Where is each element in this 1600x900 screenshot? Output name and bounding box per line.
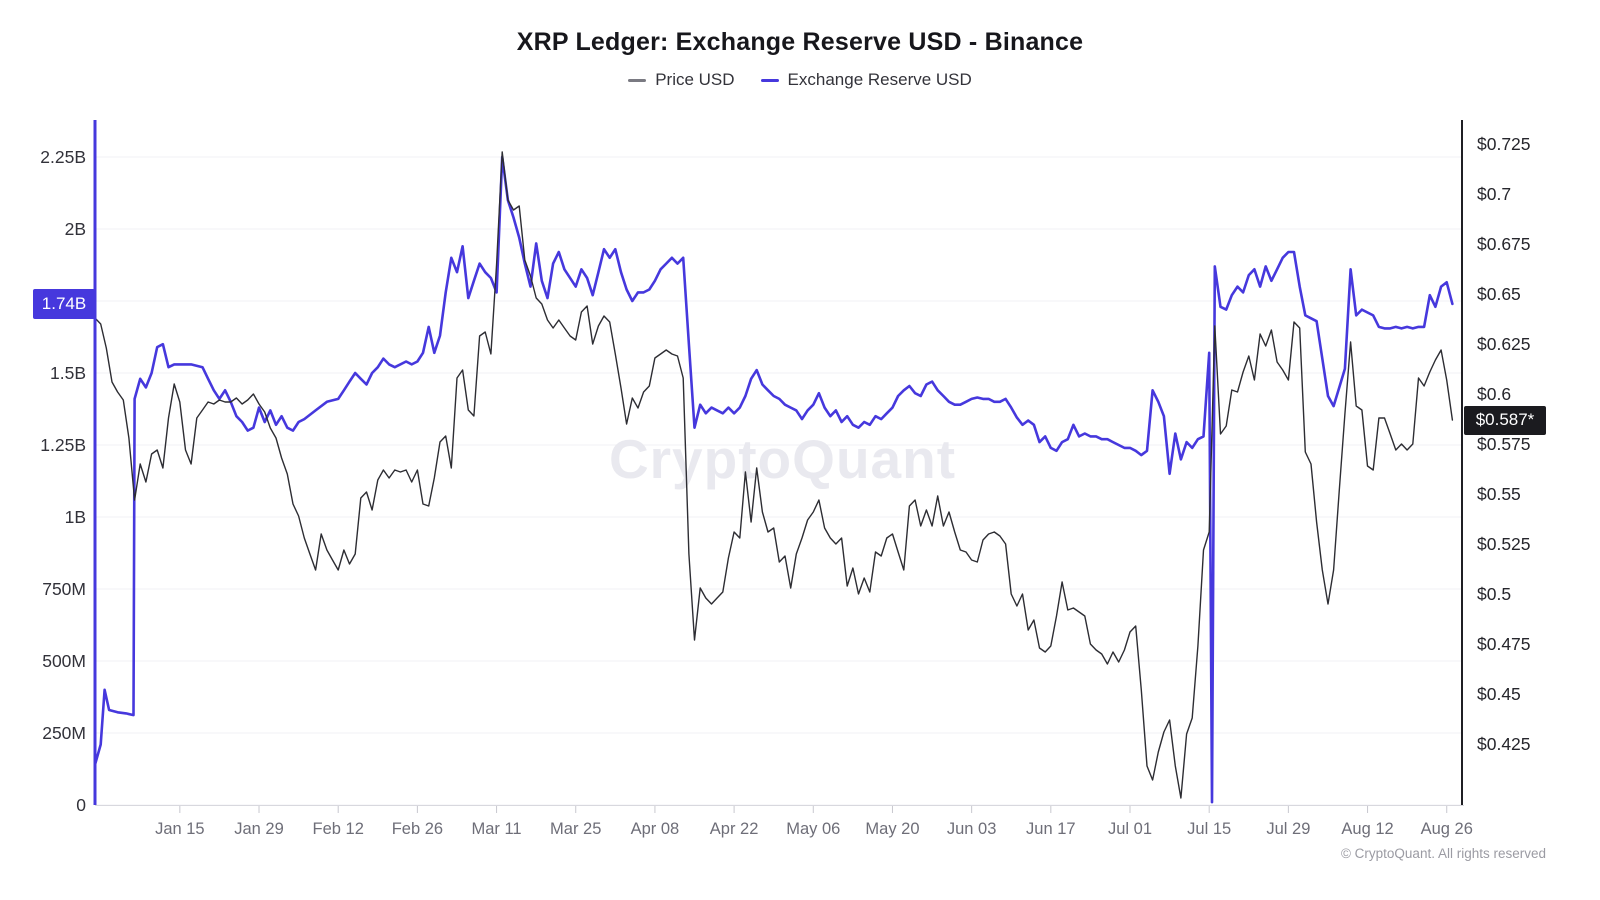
- x-tick-label: Jan 29: [234, 820, 284, 838]
- legend-item-reserve[interactable]: Exchange Reserve USD: [760, 70, 972, 90]
- right-tick-label: $0.7: [1477, 184, 1511, 204]
- legend-label-reserve: Exchange Reserve USD: [787, 70, 972, 89]
- price-current-value-badge: $0.587*: [1464, 405, 1546, 435]
- right-tick-label: $0.65: [1477, 284, 1521, 304]
- price-line-dash-icon: [628, 78, 647, 82]
- x-tick-label: May 06: [786, 820, 840, 838]
- legend-label-price: Price USD: [655, 70, 735, 89]
- x-tick-label: Apr 08: [631, 820, 680, 838]
- x-tick-label: Aug 12: [1341, 820, 1393, 838]
- x-tick-label: Mar 25: [550, 820, 601, 838]
- right-tick-label: $0.675: [1477, 234, 1531, 254]
- x-tick-label: Jul 01: [1108, 820, 1152, 838]
- right-tick-label: $0.55: [1477, 484, 1521, 504]
- x-tick-label: Feb 12: [313, 820, 364, 838]
- left-tick-label: 750M: [42, 579, 86, 599]
- x-tick-label: Jul 29: [1266, 820, 1310, 838]
- reserve-line: [95, 155, 1454, 804]
- left-tick-label: 500M: [42, 651, 86, 671]
- reserve-line-dash-icon: [760, 78, 779, 82]
- chart-legend: Price USD Exchange Reserve USD: [0, 70, 1600, 90]
- x-tick-label: Jul 15: [1187, 820, 1231, 838]
- right-tick-label: $0.525: [1477, 534, 1531, 554]
- right-tick-label: $0.6: [1477, 384, 1511, 404]
- x-tick-label: Apr 22: [710, 820, 759, 838]
- x-tick-label: Jun 03: [947, 820, 997, 838]
- watermark: CryptoQuant: [609, 428, 956, 490]
- x-axis: Jan 15 Jan 29 Feb 12 Feb 26 Mar 11 Mar 25 Apr …: [155, 806, 1473, 838]
- right-tick-label: $0.725: [1477, 134, 1531, 154]
- x-tick-label: Aug 26: [1421, 820, 1473, 838]
- copyright-notice: © CryptoQuant. All rights reserved: [1340, 846, 1546, 861]
- right-tick-label: $0.575: [1477, 434, 1531, 454]
- right-tick-label: $0.45: [1477, 684, 1521, 704]
- left-tick-label: 1B: [65, 507, 86, 527]
- left-tick-label: 250M: [42, 723, 86, 743]
- left-tick-label: 2B: [65, 219, 86, 239]
- gridlines: [95, 156, 1462, 806]
- plot-area[interactable]: [95, 122, 1462, 805]
- x-tick-label: May 20: [865, 820, 919, 838]
- left-axis-labels: 0 250M 500M 750M 1B 1.25B 1.5B 2B 2.25B: [40, 147, 86, 815]
- left-tick-label: 0: [76, 795, 86, 815]
- x-tick-label: Feb 26: [392, 820, 443, 838]
- right-tick-label: $0.625: [1477, 334, 1531, 354]
- right-axis-labels: $0.725 $0.7 $0.675 $0.65 $0.625 $0.6 $0.575 $0.…: [1477, 134, 1531, 754]
- right-tick-label: $0.475: [1477, 634, 1531, 654]
- left-tick-label: 1.25B: [40, 435, 86, 455]
- right-tick-label: $0.425: [1477, 734, 1531, 754]
- right-tick-label: $0.5: [1477, 584, 1511, 604]
- legend-item-price[interactable]: Price USD: [628, 70, 735, 90]
- left-tick-label: 2.25B: [40, 147, 86, 167]
- x-tick-label: Mar 11: [471, 820, 521, 838]
- left-tick-label: 1.5B: [50, 363, 86, 383]
- reserve-current-value-badge: 1.74B: [33, 288, 95, 319]
- price-line: [95, 151, 1454, 799]
- x-tick-label: Jan 15: [155, 820, 205, 838]
- series-layer: [95, 151, 1454, 804]
- x-tick-label: Jun 17: [1026, 820, 1076, 838]
